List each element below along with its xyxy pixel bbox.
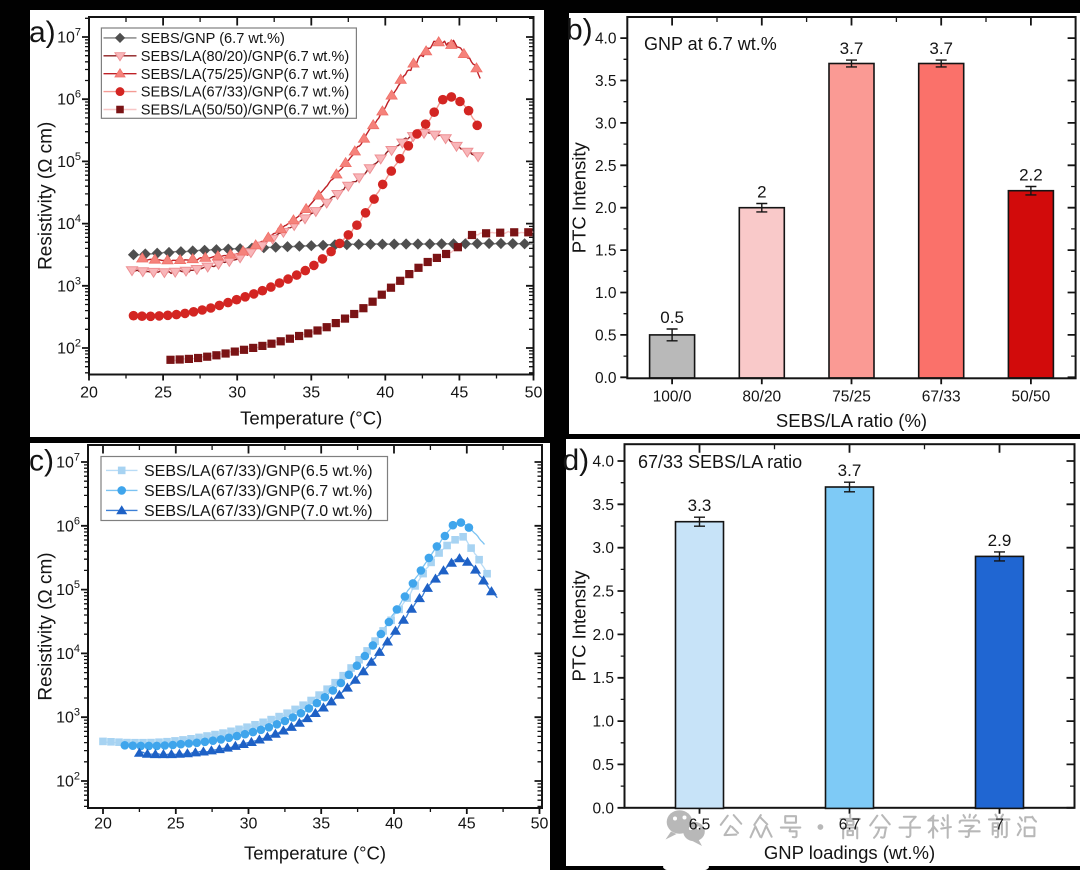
svg-text:2.2: 2.2 bbox=[1019, 166, 1043, 185]
svg-text:2.5: 2.5 bbox=[595, 158, 617, 175]
svg-text:a): a) bbox=[29, 16, 56, 49]
svg-text:3.3: 3.3 bbox=[688, 496, 712, 515]
svg-text:PTC Intensity: PTC Intensity bbox=[569, 570, 590, 682]
svg-text:7: 7 bbox=[995, 817, 1004, 834]
svg-text:1.5: 1.5 bbox=[595, 243, 617, 260]
svg-text:1.0: 1.0 bbox=[592, 714, 614, 731]
svg-text:67/33: 67/33 bbox=[922, 389, 961, 406]
svg-text:SEBS/LA(75/25)/GNP(6.7 wt.%): SEBS/LA(75/25)/GNP(6.7 wt.%) bbox=[141, 67, 349, 83]
svg-text:0.5: 0.5 bbox=[660, 308, 684, 327]
svg-text:50: 50 bbox=[525, 385, 543, 402]
svg-text:Temperature (°C): Temperature (°C) bbox=[240, 408, 382, 429]
svg-text:3.0: 3.0 bbox=[592, 540, 614, 557]
svg-text:SEBS/LA(67/33)/GNP(7.0 wt.%): SEBS/LA(67/33)/GNP(7.0 wt.%) bbox=[144, 503, 373, 520]
svg-text:GNP loadings (wt.%): GNP loadings (wt.%) bbox=[764, 842, 935, 863]
svg-text:2.0: 2.0 bbox=[592, 627, 614, 644]
svg-text:35: 35 bbox=[312, 816, 330, 833]
svg-text:100/0: 100/0 bbox=[653, 389, 692, 406]
svg-text:SEBS/LA(80/20)/GNP(6.7 wt.%): SEBS/LA(80/20)/GNP(6.7 wt.%) bbox=[141, 49, 349, 65]
svg-text:3.7: 3.7 bbox=[929, 39, 953, 58]
svg-text:Resistivity (Ω cm): Resistivity (Ω cm) bbox=[36, 552, 57, 700]
svg-text:SEBS/LA(67/33)/GNP(6.7 wt.%): SEBS/LA(67/33)/GNP(6.7 wt.%) bbox=[141, 85, 349, 101]
svg-text:0.5: 0.5 bbox=[595, 327, 617, 344]
svg-text:30: 30 bbox=[240, 816, 258, 833]
svg-text:4.0: 4.0 bbox=[595, 31, 617, 48]
svg-text:c): c) bbox=[29, 445, 54, 478]
svg-text:3.5: 3.5 bbox=[595, 73, 617, 90]
svg-text:0.0: 0.0 bbox=[595, 370, 617, 387]
svg-text:SEBS/LA(67/33)/GNP(6.7 wt.%): SEBS/LA(67/33)/GNP(6.7 wt.%) bbox=[144, 483, 373, 500]
svg-text:20: 20 bbox=[94, 816, 112, 833]
svg-text:80/20: 80/20 bbox=[742, 389, 781, 406]
svg-text:25: 25 bbox=[154, 385, 172, 402]
svg-text:25: 25 bbox=[167, 816, 185, 833]
svg-text:b): b) bbox=[566, 14, 593, 47]
svg-text:2.9: 2.9 bbox=[988, 531, 1012, 550]
svg-text:50: 50 bbox=[531, 816, 549, 833]
svg-text:0.0: 0.0 bbox=[592, 800, 614, 817]
svg-text:3.7: 3.7 bbox=[838, 461, 862, 480]
svg-text:30: 30 bbox=[228, 385, 246, 402]
svg-text:SEBS/GNP (6.7 wt.%): SEBS/GNP (6.7 wt.%) bbox=[141, 31, 285, 47]
svg-text:1.5: 1.5 bbox=[592, 670, 614, 687]
svg-text:Temperature (°C): Temperature (°C) bbox=[244, 843, 386, 864]
svg-text:40: 40 bbox=[376, 385, 394, 402]
svg-text:SEBS/LA ratio (%): SEBS/LA ratio (%) bbox=[776, 410, 927, 431]
svg-text:6.7: 6.7 bbox=[839, 817, 861, 834]
svg-text:0.5: 0.5 bbox=[592, 757, 614, 774]
svg-text:50/50: 50/50 bbox=[1012, 389, 1051, 406]
svg-text:35: 35 bbox=[302, 385, 320, 402]
svg-text:45: 45 bbox=[458, 816, 476, 833]
svg-text:3.7: 3.7 bbox=[840, 39, 864, 58]
svg-text:20: 20 bbox=[80, 385, 98, 402]
svg-text:40: 40 bbox=[385, 816, 403, 833]
svg-text:45: 45 bbox=[451, 385, 469, 402]
svg-text:PTC Intensity: PTC Intensity bbox=[569, 141, 590, 253]
svg-text:2: 2 bbox=[757, 183, 766, 202]
svg-text:SEBS/LA(67/33)/GNP(6.5 wt.%): SEBS/LA(67/33)/GNP(6.5 wt.%) bbox=[144, 463, 373, 480]
svg-text:SEBS/LA(50/50)/GNP(6.7 wt.%): SEBS/LA(50/50)/GNP(6.7 wt.%) bbox=[141, 103, 349, 119]
svg-text:2.5: 2.5 bbox=[592, 584, 614, 601]
svg-text:2.0: 2.0 bbox=[595, 200, 617, 217]
svg-text:6.5: 6.5 bbox=[689, 817, 711, 834]
svg-text:d): d) bbox=[563, 444, 590, 477]
svg-text:4.0: 4.0 bbox=[592, 454, 614, 471]
svg-text:Resistivity (Ω cm): Resistivity (Ω cm) bbox=[36, 122, 57, 270]
svg-text:67/33 SEBS/LA ratio: 67/33 SEBS/LA ratio bbox=[638, 452, 802, 472]
svg-text:3.5: 3.5 bbox=[592, 497, 614, 514]
svg-text:1.0: 1.0 bbox=[595, 285, 617, 302]
svg-text:75/25: 75/25 bbox=[832, 389, 871, 406]
svg-text:GNP at 6.7 wt.%: GNP at 6.7 wt.% bbox=[644, 34, 777, 54]
svg-text:3.0: 3.0 bbox=[595, 115, 617, 132]
